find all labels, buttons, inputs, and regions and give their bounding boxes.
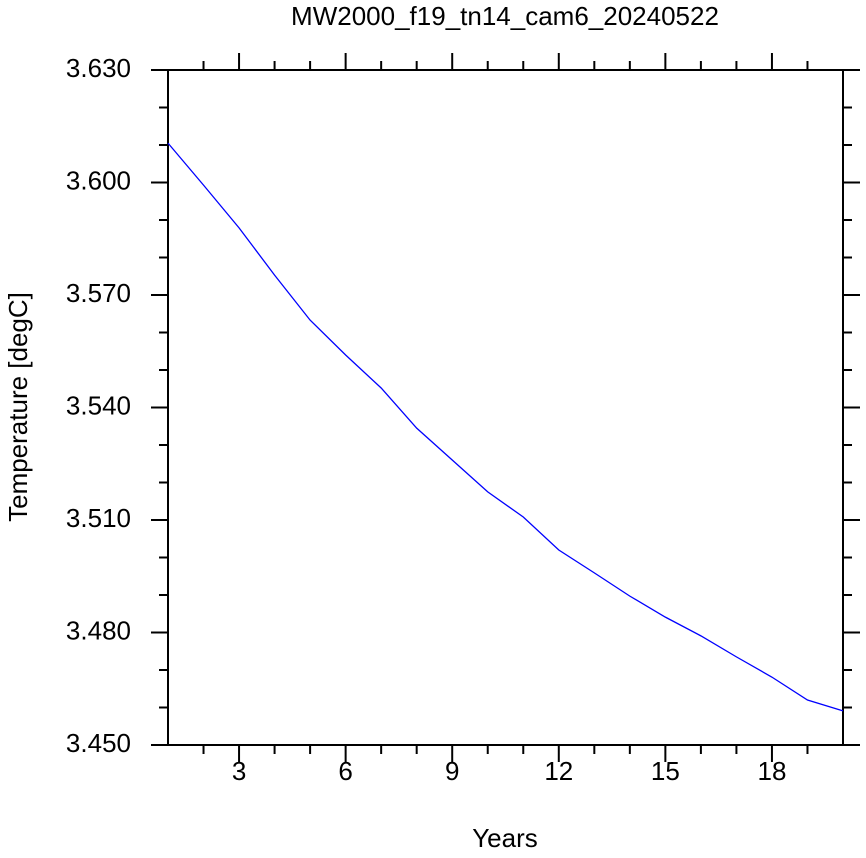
y-tick-label: 3.630 [66, 53, 131, 83]
y-tick-label: 3.540 [66, 390, 131, 420]
x-tick-label: 9 [445, 756, 459, 786]
chart-title: MW2000_f19_tn14_cam6_20240522 [291, 1, 719, 31]
x-axis-label: Years [472, 823, 538, 853]
y-tick-label: 3.480 [66, 615, 131, 645]
y-axis-label: Temperature [degC] [3, 292, 33, 522]
plot-frame [167, 69, 844, 746]
x-tick-label: 3 [232, 756, 246, 786]
y-tick-label: 3.570 [66, 278, 131, 308]
x-tick-label: 15 [651, 756, 680, 786]
data-line [167, 142, 844, 712]
y-tick-label: 3.600 [66, 165, 131, 195]
y-tick-label: 3.510 [66, 503, 131, 533]
x-tick-label: 12 [544, 756, 573, 786]
x-tick-label: 18 [757, 756, 786, 786]
y-tick-label: 3.450 [66, 728, 131, 758]
x-tick-label: 6 [338, 756, 352, 786]
